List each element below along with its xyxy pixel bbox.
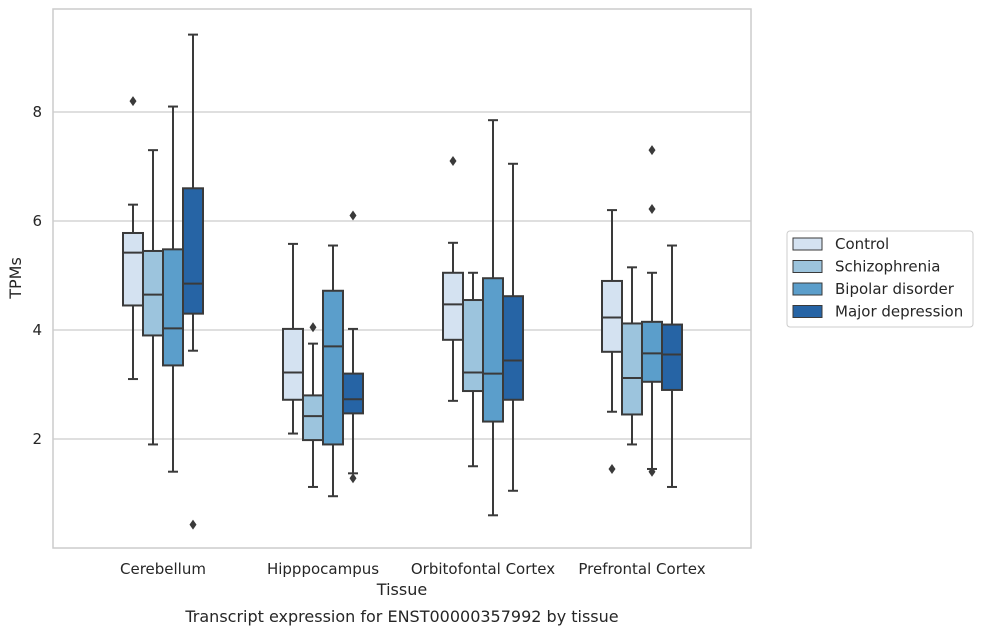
box-iqr xyxy=(462,299,484,393)
box-iqr xyxy=(661,323,683,391)
box-3-1 xyxy=(342,210,364,484)
legend-swatch xyxy=(792,237,823,251)
legend-swatch xyxy=(792,260,823,273)
legend-label: Control xyxy=(835,235,889,253)
box-2-1 xyxy=(322,244,344,498)
x-tick-labels: Cerebellum Hipppocampus Orbitofontal Corte… xyxy=(120,560,706,578)
outlier-point xyxy=(648,466,656,477)
boxes xyxy=(122,33,683,530)
plot-area xyxy=(52,8,752,549)
box-iqr xyxy=(322,289,344,446)
box-2-0 xyxy=(162,105,184,473)
y-axis-title: TPMs xyxy=(6,257,25,300)
box-iqr xyxy=(442,271,464,341)
box-iqr xyxy=(482,277,504,423)
legend-label: Major depression xyxy=(835,303,963,321)
x-tick-label: Orbitofontal Cortex xyxy=(411,560,555,578)
box-0-2 xyxy=(442,156,464,402)
legend-swatch xyxy=(792,305,823,318)
box-0-0 xyxy=(122,96,144,381)
box-iqr xyxy=(142,249,164,337)
outlier-point xyxy=(349,210,357,221)
legend: Control Schizophrenia Bipolar disorder Majo… xyxy=(786,230,974,328)
outlier-point xyxy=(309,322,317,333)
y-tick-label: 6 xyxy=(32,212,42,230)
x-tick-label: Cerebellum xyxy=(120,560,206,578)
legend-frame xyxy=(786,230,974,328)
box-iqr xyxy=(641,320,663,383)
box-1-0 xyxy=(142,149,164,446)
box-iqr xyxy=(302,394,324,442)
y-tick-label: 4 xyxy=(32,321,42,339)
x-tick-label: Prefrontal Cortex xyxy=(578,560,705,578)
box-iqr xyxy=(162,248,184,367)
box-3-2 xyxy=(502,162,524,492)
legend-swatch xyxy=(792,282,823,296)
box-2-2 xyxy=(482,119,504,517)
outlier-point xyxy=(189,519,197,530)
box-iqr xyxy=(342,372,364,415)
box-iqr xyxy=(502,295,524,401)
y-tick-labels: 2 4 6 8 xyxy=(32,103,42,448)
y-tick-label: 8 xyxy=(32,103,42,121)
box-iqr xyxy=(182,187,204,315)
box-iqr xyxy=(282,327,304,401)
box-3-0 xyxy=(182,33,204,530)
outlier-point xyxy=(449,156,457,167)
box-0-3 xyxy=(601,209,623,474)
box-1-2 xyxy=(462,271,484,468)
box-iqr xyxy=(601,279,623,353)
box-iqr xyxy=(122,231,144,307)
box-0-1 xyxy=(282,242,304,435)
legend-label: Schizophrenia xyxy=(835,258,940,276)
outlier-point xyxy=(349,473,357,484)
box-2-3 xyxy=(641,145,663,477)
outlier-point xyxy=(608,463,616,474)
x-tick-label: Hipppocampus xyxy=(267,560,379,578)
outlier-point xyxy=(129,96,137,107)
chart-caption: Transcript expression for ENST0000035799… xyxy=(184,607,618,626)
box-1-3 xyxy=(621,266,643,446)
y-tick-label: 2 xyxy=(32,430,42,448)
outlier-point xyxy=(648,145,656,156)
x-axis-title: Tissue xyxy=(376,580,427,599)
legend-label: Bipolar disorder xyxy=(835,280,955,298)
box-iqr xyxy=(621,322,643,416)
outlier-point xyxy=(648,204,656,215)
box-1-1 xyxy=(302,322,324,488)
box-3-3 xyxy=(661,244,683,488)
